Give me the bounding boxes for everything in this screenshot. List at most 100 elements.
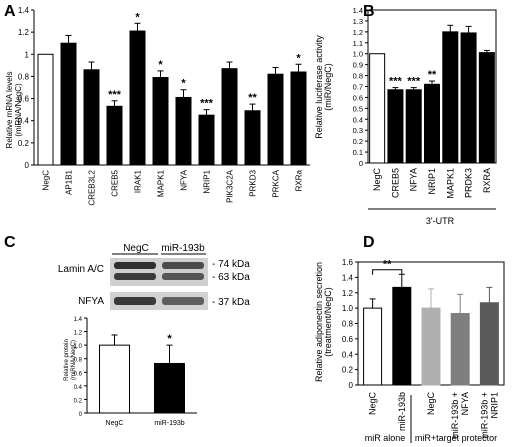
panel-a-category-10: PRKCA — [272, 169, 281, 197]
panel-c-sig-1: * — [167, 333, 172, 345]
panel-a-bar-0 — [37, 53, 54, 166]
panel-d-bars: NegC miR-193b NegC miR-193b + NFYA miR-193b +… — [363, 259, 499, 439]
panel-a-bar-4 — [129, 30, 146, 166]
panel-d-category-3-line1: NFYA — [460, 392, 470, 415]
panel-b-category-0: NegC — [372, 168, 382, 192]
panel-d-ylabel-line1: Relative adiponectin secretion — [314, 262, 324, 382]
panel-b-bar-6 — [478, 52, 495, 164]
panel-d-category-4-line1: NRIP1 — [489, 392, 499, 419]
lamin-size-74: - 74 kDa — [212, 259, 250, 270]
panel-a: 00.20.40.60.811.21.4 NegC AP1B1 CREB3L2***… — [5, 6, 310, 206]
panel-a-ytick-label-1: 0.2 — [18, 139, 30, 148]
panel-b-category-4: MAPK1 — [445, 168, 455, 199]
panel-a-ylabel-line1: Relative mRNA levels — [5, 72, 14, 149]
panel-a-category-3: CREB5 — [111, 169, 120, 196]
panel-b-bar-0 — [369, 53, 386, 164]
panel-a-sig-5: * — [158, 59, 163, 71]
panel-b-ytick-label-2: 0.2 — [353, 137, 363, 146]
panel-c-ytick-label-6: 1.2 — [74, 331, 83, 337]
panel-a-sig-4: * — [135, 11, 140, 23]
panel-a-sig-7: *** — [200, 98, 214, 110]
panel-c-ylabel-line1: Relative protein — [64, 339, 70, 381]
panel-b-bars: NegC *** CREB5 *** NFYA ** NRIP1 MAPK1 PRDK3 RXRA — [369, 24, 495, 199]
panel-a-category-4: IRAK1 — [134, 169, 143, 193]
panel-b-bar-5 — [460, 32, 477, 164]
panel-d-category-4-line0: miR-193b + — [479, 392, 489, 439]
panel-d-category-2: NegC — [426, 392, 436, 416]
panel-d-ytick-label-8: 1.6 — [342, 258, 354, 267]
panel-b-bar-3 — [424, 83, 440, 164]
panel-b: 0 0.1 0.2 0.3 0.4 0.5 0.60.7 0.8 0.9 1.0 1.1 1.2 1.3… — [314, 6, 497, 226]
panel-a-bar-6 — [175, 96, 192, 166]
panel-b-ytick-label-7: 0.7 — [353, 83, 363, 92]
panel-c-bars: NegC * miR-193b — [99, 333, 185, 427]
nfya-band-negc — [114, 297, 156, 305]
panel-a-sig-9: ** — [248, 92, 257, 104]
panel-c: 0 0.2 0.4 0.6 0.8 1.0 1.2 1.4 NegC * miR-193b Rel… — [64, 317, 197, 427]
panel-b-bar-2 — [405, 89, 422, 164]
panel-d-ytick-label-6: 1.2 — [342, 289, 354, 298]
panel-d-ytick-label-1: 0.2 — [342, 366, 354, 375]
panel-d-ytick-label-2: 0.4 — [342, 350, 354, 359]
panel-a-bars: NegC AP1B1 CREB3L2***CREB5*IRAK1*MAPK1*NFY… — [37, 11, 307, 206]
panel-b-ylabel-line1: Relative luciferase activity — [314, 35, 324, 139]
panel-b-sig-3: ** — [428, 69, 437, 81]
panel-a-category-1: AP1B1 — [65, 169, 74, 194]
panel-d-ytick-label-7: 1.4 — [342, 273, 354, 282]
panel-d-bar-4 — [479, 302, 499, 386]
panel-a-sig-6: * — [181, 78, 186, 90]
panel-b-bar-4 — [442, 31, 459, 164]
panel-c-ytick-label-7: 1.4 — [74, 317, 83, 323]
panel-d-ytick-label-5: 1.0 — [342, 304, 354, 313]
panel-d-bar-2 — [421, 307, 441, 386]
panel-a-axes: 0 0.2 0.4 0.6 0.8 1 1.2 1.4 — [18, 6, 310, 170]
panel-c-ytick-label-3: 0.6 — [74, 371, 83, 377]
panel-c-bar-0 — [99, 344, 130, 414]
panel-c-ytick-label-1: 0.2 — [74, 398, 83, 404]
panel-label-d: D — [363, 234, 375, 251]
panel-a-bar-8 — [221, 68, 238, 166]
panel-d-category-1: miR-193b — [397, 392, 407, 431]
panel-a-bar-11 — [290, 71, 307, 166]
panel-b-ytick-label-13: 1.3 — [353, 17, 363, 26]
panel-b-category-6: RXRA — [482, 168, 492, 193]
panel-d: 0 0.2 0.4 0.6 0.8 1.0 1.2 1.4 1.6 NegC miR-193b Ne… — [314, 258, 505, 443]
lamin-band-negc-upper — [114, 262, 156, 269]
panel-b-ytick-label-1: 0.1 — [353, 148, 363, 157]
panel-b-category-5: PRDK3 — [464, 168, 474, 198]
panel-b-category-2: NFYA — [409, 168, 419, 191]
panel-a-bar-3 — [106, 105, 123, 166]
panel-a-category-2: CREB3L2 — [88, 169, 97, 205]
panel-b-ytick-label-9: 0.9 — [353, 61, 363, 70]
panel-b-ytick-label-10: 1.0 — [353, 50, 363, 59]
lamin-band-negc-lower — [114, 273, 156, 280]
panel-a-bar-7 — [198, 114, 215, 166]
panel-a-ytick-label-6: 1.2 — [18, 28, 30, 37]
panel-a-category-7: NRIP1 — [203, 169, 212, 193]
panel-b-ytick-label-12: 1.2 — [353, 28, 363, 37]
blot-lane-label-mir193b: miR-193b — [161, 243, 205, 254]
panel-d-group-label-target-protector: miR+target protector — [415, 433, 497, 443]
panel-d-category-3-line0: miR-193b + — [450, 392, 460, 439]
panel-b-bar-1 — [387, 89, 404, 164]
panel-label-c: C — [4, 234, 16, 251]
nfya-size-37: - 37 kDa — [212, 297, 250, 308]
panel-a-category-11: RXRa — [295, 169, 304, 191]
panel-c-category-0: NegC — [106, 420, 124, 427]
panel-a-category-8: PIK3C2A — [226, 169, 235, 203]
panel-b-ytick-label-0: 0 — [359, 159, 363, 168]
panel-d-bar-0 — [363, 307, 383, 386]
panel-c-ytick-label-0: 0 — [79, 412, 83, 418]
panel-b-ylabel-line2: (miR/NegC) — [323, 63, 333, 111]
panel-d-sig-bracket-label: ** — [383, 259, 392, 271]
panel-b-category-1: CREB5 — [390, 168, 400, 198]
western-blot: NegC miR-193b Lamin A/C - 74 kDa - 63 kD… — [58, 243, 250, 310]
panel-c-ylabel-line2: (miRNA/NegC) — [71, 340, 77, 380]
panel-a-ylabel-line2: (miRNA/NegC) — [14, 83, 23, 137]
panel-a-bar-1 — [60, 42, 77, 166]
panel-b-axes: 0 0.1 0.2 0.3 0.4 0.5 0.60.7 0.8 0.9 1.0 1.1 1.2 1.3… — [353, 6, 497, 168]
panel-d-bar-1 — [392, 286, 412, 386]
panel-a-ytick-label-7: 1.4 — [18, 6, 30, 15]
panel-label-a: A — [4, 3, 16, 20]
panel-a-sig-11: * — [296, 52, 301, 64]
